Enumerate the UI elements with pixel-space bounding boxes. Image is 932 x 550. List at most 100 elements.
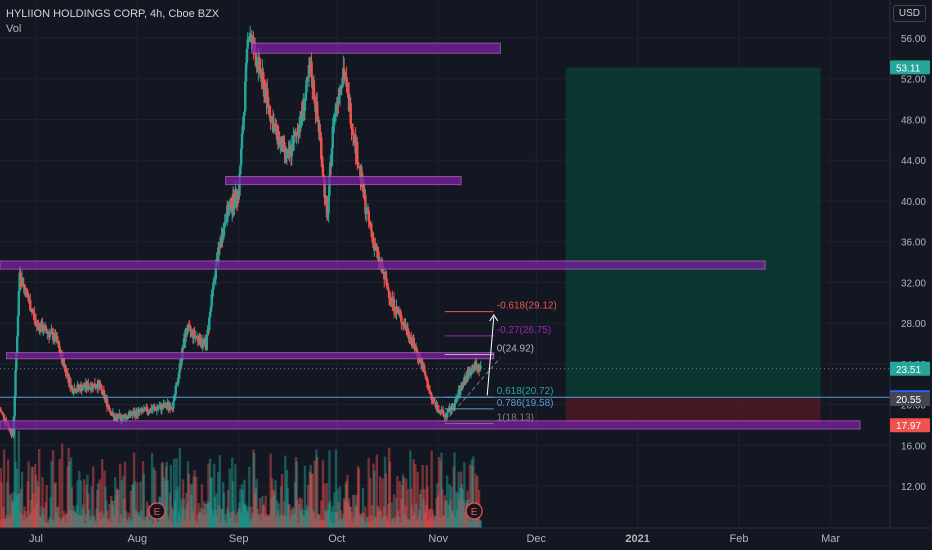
candle-body [21,277,25,287]
volume-bar [277,503,280,528]
volume-bar [3,518,7,528]
volume-bar [116,489,119,528]
volume-bar [356,466,360,528]
volume-bar [337,502,340,528]
volume-bar [316,513,320,528]
volume-bar [123,461,127,528]
volume-bar [64,522,67,528]
volume-bar [117,490,120,528]
volume-bar [248,521,252,528]
volume-bar [255,478,258,528]
volume-bar [85,484,88,528]
candle-body [33,313,36,319]
volume-bar [266,516,270,528]
volume-bar [239,512,243,528]
candle-body [48,333,52,338]
volume-bar [400,498,403,528]
volume-bar [125,519,128,528]
candle-body [250,36,253,42]
candle-body [455,398,459,400]
candle-body [142,409,146,412]
volume-bar [96,483,100,528]
volume-bar [18,492,21,528]
candle-body [131,414,134,416]
volume-bar [270,497,273,528]
candle-body [312,80,316,100]
volume-bar [300,498,303,528]
fib-level-label: 0.618(20.72) [497,386,554,397]
volume-bar [469,521,473,528]
candle-body [9,427,12,433]
candle-body [469,373,473,376]
candle-body [18,272,21,292]
volume-bar [244,504,248,528]
volume-bar [120,480,124,528]
volume-bar [52,521,56,528]
candle-body [236,190,240,202]
volume-bar [36,481,39,528]
volume-bar [138,515,141,528]
candle-body [189,326,192,332]
candle-body [437,410,441,414]
volume-bar [356,495,359,528]
volume-bar [156,521,159,528]
volume-bar [322,520,325,528]
candle-body [341,77,344,88]
candle-body [230,199,233,213]
volume-bar [359,513,362,528]
candle-body [248,36,251,38]
candle-body [300,111,303,116]
volume-bar [439,460,442,528]
candle-body [413,343,416,350]
volume-bar [262,504,265,528]
candle-body [239,165,242,175]
volume-bar [282,514,285,528]
volume-bar [20,488,23,528]
volume-bar [65,513,68,528]
volume-bar [87,509,91,528]
candle-body [233,205,236,208]
currency-button[interactable]: USD [892,5,926,22]
volume-bar [104,486,107,528]
volume-bar [297,523,300,528]
volume-bar [143,520,146,528]
volume-bar [110,500,114,528]
candle-body [62,358,65,365]
volume-bar [333,492,336,528]
volume-bar [1,519,4,528]
candle-body [14,370,17,397]
volume-bar [15,495,18,528]
volume-bar [19,513,22,528]
candle-body [246,39,249,49]
volume-bar [303,465,307,528]
volume-bar [256,508,259,528]
candle-body [177,372,181,379]
candle-body [306,77,310,79]
candle-body [110,414,114,416]
volume-bar [33,464,37,528]
volume-bar [102,517,106,528]
candle-body [108,407,111,412]
candle-body [330,148,334,166]
candle-body [329,162,332,176]
volume-bar [365,517,369,528]
candle-body [398,313,401,315]
candle-body [212,280,216,283]
candle-body [443,416,446,418]
candle-body [188,324,191,327]
volume-bar [445,500,448,528]
candle-body [93,383,97,387]
volume-bar [321,460,325,528]
volume-bar [276,510,280,528]
candle-body [103,393,106,400]
volume-bar [196,514,200,528]
volume-bar [289,519,292,528]
volume-bar [193,470,196,528]
volume-bar [106,520,110,528]
candle-body [201,340,204,346]
volume-bar [222,492,226,528]
candle-body [320,137,323,160]
volume-bar [168,492,172,528]
candle-body [87,387,91,390]
